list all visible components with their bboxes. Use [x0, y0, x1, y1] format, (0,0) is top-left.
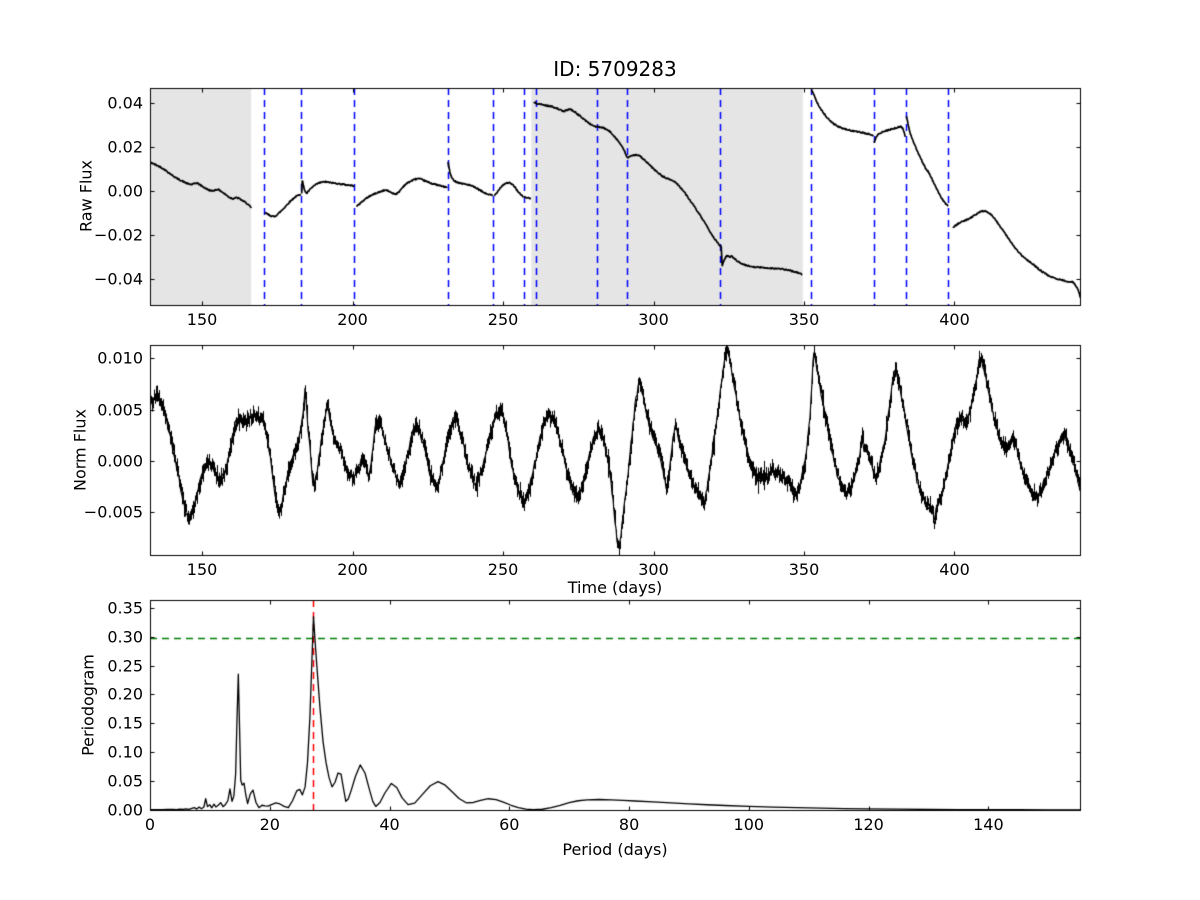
periodogram-ytick-label-4: 0.15 — [107, 713, 143, 733]
periodogram-ytick-label-3: 0.20 — [107, 684, 143, 704]
raw-flux-xtick-label-4: 350 — [788, 310, 820, 329]
norm-flux-ytick-label-1: 0.005 — [97, 400, 143, 420]
raw-flux-ytick-label-3: −0.02 — [93, 225, 143, 245]
periodogram-xtick-label-1: 20 — [259, 815, 280, 834]
time-xlabel: Time (days) — [567, 578, 663, 597]
norm-flux-xtick-label-0: 150 — [186, 560, 218, 579]
periodogram-ytick-label-1: 0.30 — [107, 627, 143, 647]
raw-flux-xtick-label-1: 200 — [337, 310, 368, 329]
periodogram-xtick-label-0: 0 — [144, 815, 156, 834]
raw-flux-xtick-label-3: 300 — [638, 310, 669, 329]
raw-flux-ytick-label-0: 0.04 — [107, 93, 143, 113]
norm-flux-ytick-label-2: 0.000 — [97, 451, 143, 471]
raw-flux-ytick-label-1: 0.02 — [107, 137, 143, 157]
raw-flux-ytick-label-4: −0.04 — [93, 269, 143, 289]
periodogram-ytick-label-7: 0.00 — [107, 800, 143, 820]
raw-flux-xtick-label-2: 250 — [487, 310, 519, 329]
periodogram-xtick-label-4: 80 — [618, 815, 640, 834]
periodogram-xtick-label-5: 100 — [733, 815, 765, 834]
norm-flux-ylabel: Norm Flux — [70, 409, 90, 491]
norm-flux-xtick-label-4: 350 — [788, 560, 820, 579]
periodogram-ytick-label-5: 0.10 — [107, 742, 143, 762]
norm-flux-xtick-label-5: 400 — [939, 560, 970, 579]
raw-flux-xtick-label-0: 150 — [186, 310, 218, 329]
norm-flux-ytick-label-0: 0.010 — [97, 348, 143, 368]
periodogram-xtick-label-7: 140 — [973, 815, 1004, 834]
periodogram-xtick-label-3: 60 — [499, 815, 520, 834]
figure-title: ID: 5709283 — [553, 57, 677, 81]
periodogram-ytick-label-6: 0.05 — [107, 771, 143, 791]
periodogram-ytick-label-2: 0.25 — [107, 656, 143, 676]
periodogram-ytick-label-0: 0.35 — [107, 598, 143, 618]
norm-flux-ytick-label-3: −0.005 — [83, 502, 143, 522]
periodogram-xtick-label-6: 120 — [853, 815, 884, 834]
norm-flux-xtick-label-3: 300 — [638, 560, 669, 579]
norm-flux-xtick-label-1: 200 — [337, 560, 368, 579]
period-xlabel: Period (days) — [562, 840, 668, 859]
raw-flux-xtick-label-5: 400 — [939, 310, 970, 329]
raw-flux-ytick-label-2: 0.00 — [107, 181, 143, 201]
periodogram-xtick-label-2: 40 — [379, 815, 400, 834]
norm-flux-xtick-label-2: 250 — [487, 560, 519, 579]
